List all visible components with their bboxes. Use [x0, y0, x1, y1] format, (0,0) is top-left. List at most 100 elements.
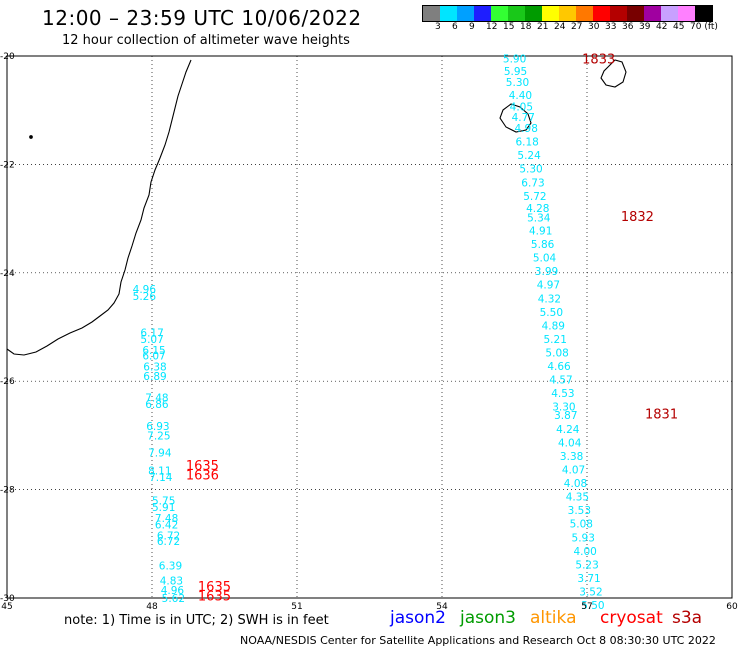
units-note: note: 1) Time is in UTC; 2) SWH is in fe…: [64, 613, 329, 628]
wave-height-value: 4.83: [160, 576, 183, 588]
wave-height-value: 6.07: [142, 351, 165, 363]
legend-swatch: [576, 6, 593, 21]
map-frame: [6, 55, 733, 599]
wave-height-value: 6.39: [159, 560, 182, 572]
wave-height-value: 4.08: [564, 478, 587, 490]
legend-swatch: [559, 6, 576, 21]
wave-height-value: 7.48: [155, 513, 178, 525]
satellite-name-altika: altika: [530, 608, 577, 628]
satellite-name-jason3: jason3: [460, 608, 516, 628]
legend-label: 12: [486, 22, 498, 32]
lat-tick-label: -30: [0, 594, 15, 604]
legend-label: 36: [622, 22, 634, 32]
wave-height-value: 4.05: [510, 101, 533, 113]
wave-height-value: 6.18: [515, 137, 538, 149]
satellite-name-s3a: s3a: [672, 608, 703, 628]
wave-height-value: 5.75: [152, 495, 175, 507]
satellite-name-cryosat: cryosat: [600, 608, 663, 628]
lon-tick-label: 60: [726, 602, 738, 612]
wave-height-value: 6.73: [521, 177, 544, 189]
lat-tick-label: -20: [0, 52, 15, 62]
wave-height-value: 6.17: [140, 327, 163, 339]
legend-swatch: [508, 6, 525, 21]
wave-height-value: 3.71: [577, 573, 600, 585]
wave-height-value: 3.53: [568, 505, 591, 517]
wave-height-value: 5.26: [133, 291, 157, 303]
wave-height-color-legend: [422, 5, 713, 22]
lon-tick-label: 54: [436, 602, 448, 612]
wave-height-value: 5.95: [504, 66, 527, 78]
wave-height-value: 4.89: [542, 320, 565, 332]
legend-label: 33: [605, 22, 617, 32]
satellite-name-jason2: jason2: [390, 608, 446, 628]
wave-height-value: 4.91: [529, 226, 552, 238]
legend-label: 27: [571, 22, 583, 32]
legend-label: 45: [673, 22, 685, 32]
legend-label: 6: [452, 22, 458, 32]
legend-swatch: [474, 6, 491, 21]
legend-swatch: [593, 6, 610, 21]
wave-height-value: 7.94: [148, 448, 172, 460]
wave-height-value: 4.07: [562, 465, 585, 477]
wave-height-value: 3.38: [560, 451, 583, 463]
wave-height-value: 4.66: [547, 361, 571, 373]
legend-swatch: [610, 6, 627, 21]
legend-swatch: [440, 6, 457, 21]
wave-height-value: 6.15: [142, 345, 165, 357]
wave-height-value: 4.77: [512, 112, 535, 124]
wave-height-value: 4.28: [526, 203, 549, 215]
pass-time-label: 1635: [186, 459, 219, 474]
lon-tick-label: 57: [581, 602, 592, 612]
wave-height-value: 3.52: [579, 586, 602, 598]
wave-height-value: 5.30: [506, 77, 529, 89]
coastline: [6, 59, 627, 356]
pass-time-label: 1635: [198, 580, 231, 595]
wave-height-value: 4.32: [538, 293, 561, 305]
lon-tick-label: 45: [1, 602, 12, 612]
legend-label: 42: [656, 22, 668, 32]
wave-height-value: 8.11: [148, 466, 171, 478]
wave-height-value: 4.96: [161, 585, 185, 597]
wave-height-value: 6.72: [157, 531, 180, 543]
wave-height-value: 4.97: [537, 280, 560, 292]
map-title: 12:00 – 23:59 UTC 10/06/2022: [42, 6, 362, 30]
wave-height-value: 5.07: [140, 334, 163, 346]
wave-height-value: 4.00: [573, 546, 596, 558]
legend-label: 3: [435, 22, 441, 32]
wave-height-value: 6.72: [157, 536, 180, 548]
wave-height-value: 5.90: [503, 54, 526, 66]
legend-swatch: [457, 6, 474, 21]
wave-height-value: 4.24: [556, 424, 580, 436]
wave-height-value: 7.48: [145, 392, 168, 404]
wave-height-value: 5.21: [544, 334, 567, 346]
legend-swatch: [423, 6, 440, 21]
legend-swatch: [695, 6, 712, 21]
legend-swatch: [542, 6, 559, 21]
lat-tick-label: -26: [0, 377, 15, 387]
small-island: [29, 135, 33, 139]
legend-label: 70 (ft): [690, 22, 718, 32]
wave-height-value: 5.34: [527, 213, 551, 225]
altimeter-tracks: 5.905.955.304.404.054.774.986.185.245.30…: [133, 53, 678, 612]
wave-height-value: 6.42: [155, 519, 178, 531]
pass-time-label: 1635: [198, 589, 231, 604]
wave-height-value: 5.08: [545, 347, 568, 359]
lat-tick-label: -22: [0, 160, 15, 170]
wave-height-value: 6.86: [145, 399, 169, 411]
wave-height-value: 6.38: [143, 362, 166, 374]
reunion-island: [499, 103, 532, 133]
map-subtitle: 12 hour collection of altimeter wave hei…: [62, 33, 350, 48]
legend-label: 24: [554, 22, 566, 32]
wave-height-value: 5.04: [533, 253, 557, 265]
mauritius-island: [600, 59, 627, 88]
wave-height-value: 5.86: [531, 239, 555, 251]
wave-height-value: 5.72: [523, 191, 546, 203]
legend-label: 18: [520, 22, 532, 32]
legend-swatch: [525, 6, 542, 21]
credit-line: NOAA/NESDIS Center for Satellite Applica…: [240, 634, 716, 647]
legend-label: 9: [469, 22, 475, 32]
lat-tick-label: -28: [0, 486, 15, 496]
